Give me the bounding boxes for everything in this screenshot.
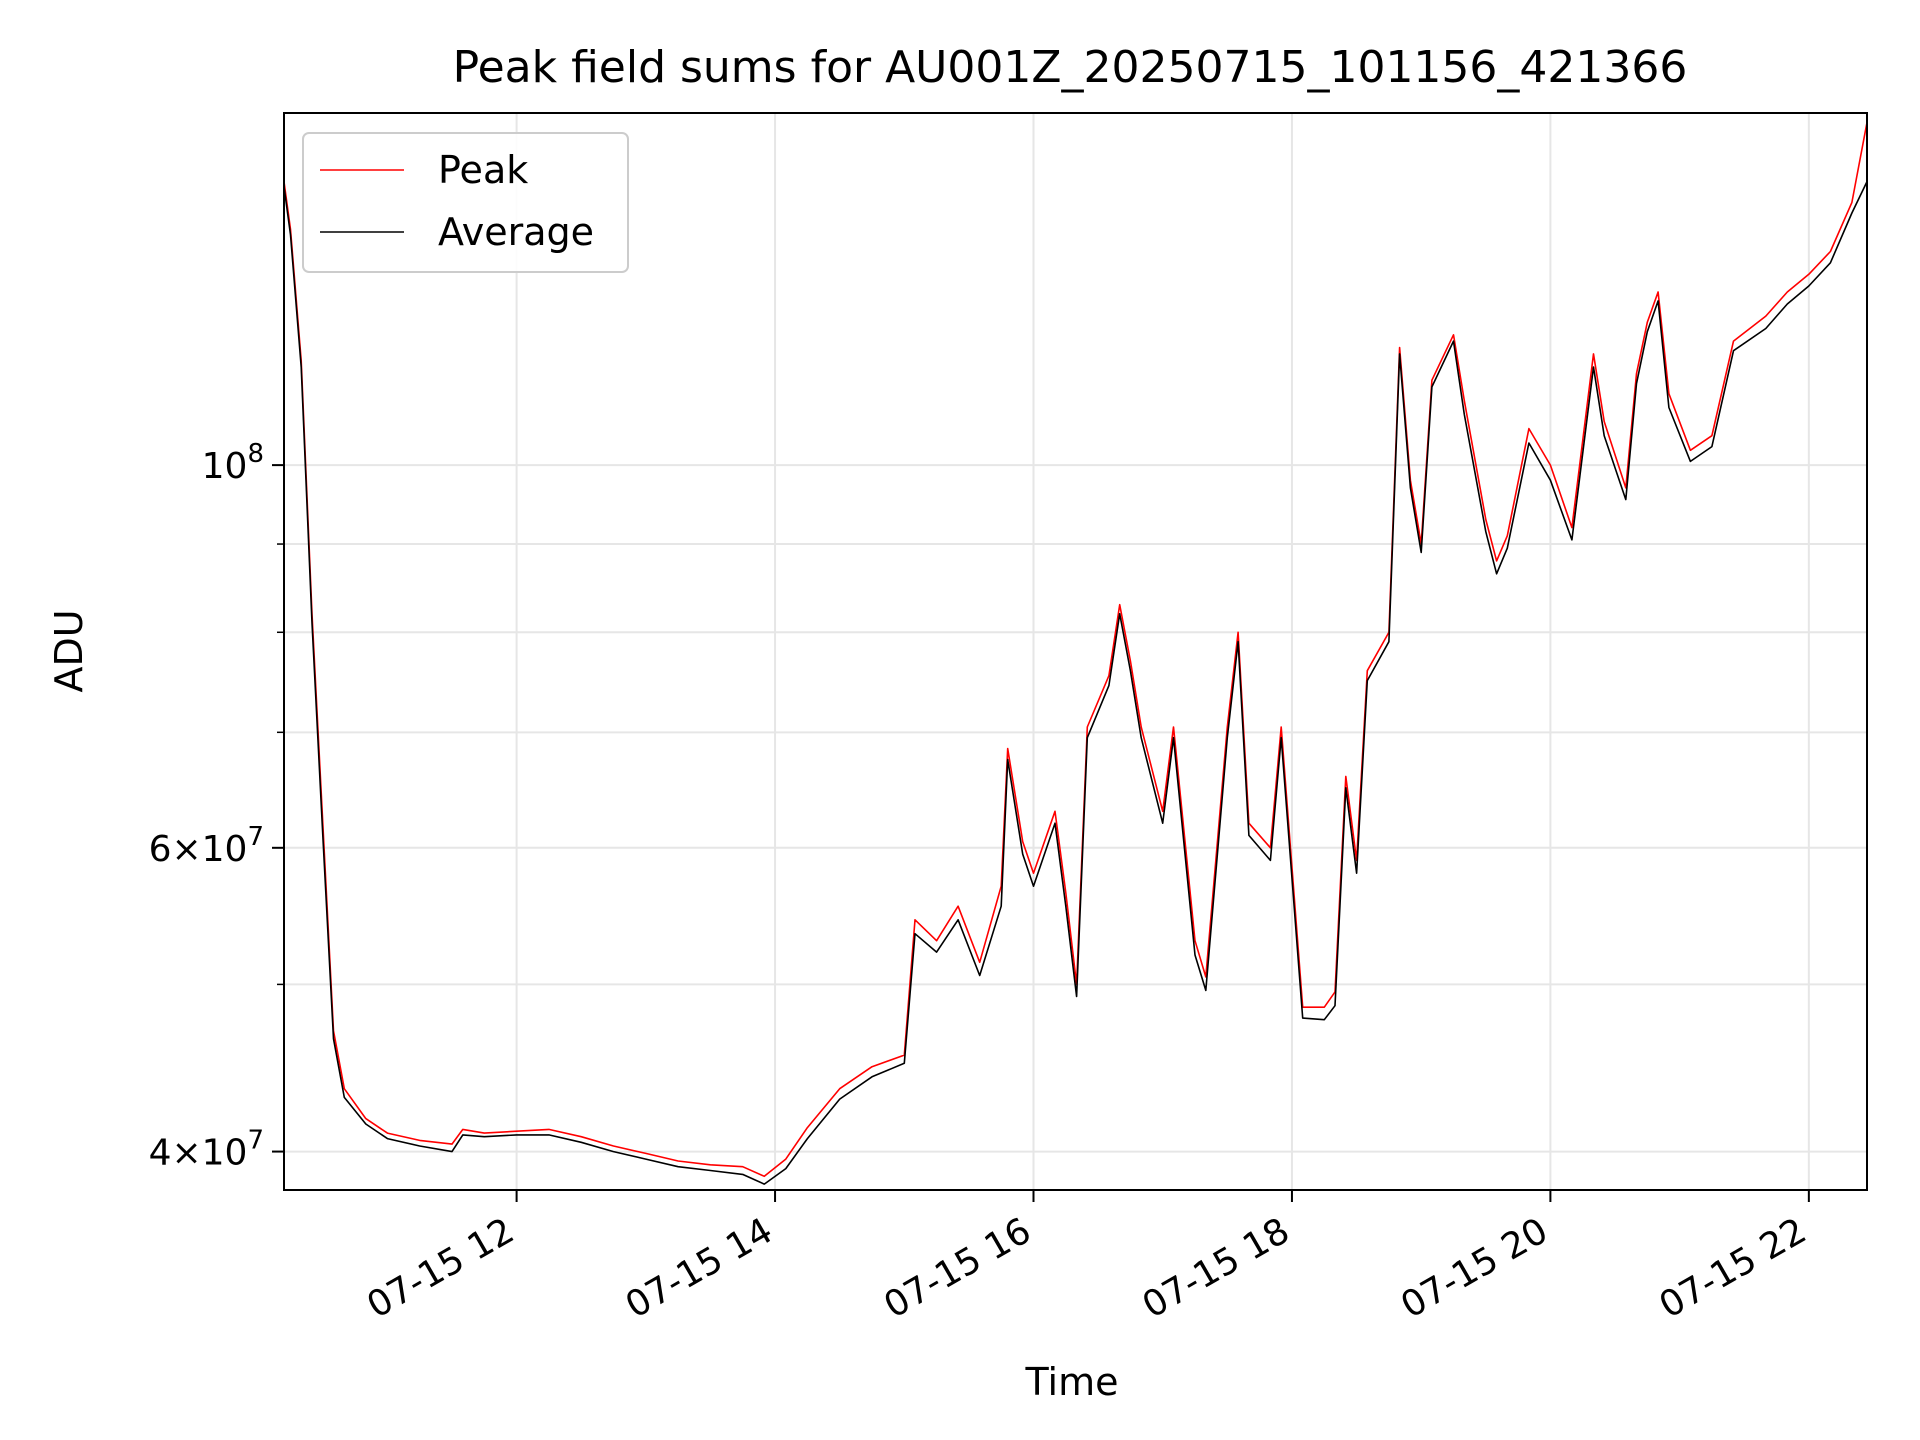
- y-axis-label: ADU: [47, 609, 91, 692]
- x-axis-label: Time: [1025, 1360, 1119, 1404]
- chart-title: Peak field sums for AU001Z_20250715_1011…: [453, 42, 1688, 93]
- plot-area: [283, 122, 1868, 1185]
- legend-label-average: Average: [438, 210, 594, 254]
- series-line-peak: [283, 122, 1868, 1178]
- series-line-average: [283, 181, 1868, 1185]
- legend-label-peak: Peak: [438, 148, 528, 192]
- y-tick-label: 4×107: [149, 1126, 264, 1174]
- y-tick-label: 108: [202, 439, 264, 487]
- plot-frame: [283, 112, 1868, 1191]
- legend: Peak Average: [302, 132, 629, 273]
- legend-box: [302, 132, 629, 273]
- y-tick-label: 6×107: [149, 822, 264, 870]
